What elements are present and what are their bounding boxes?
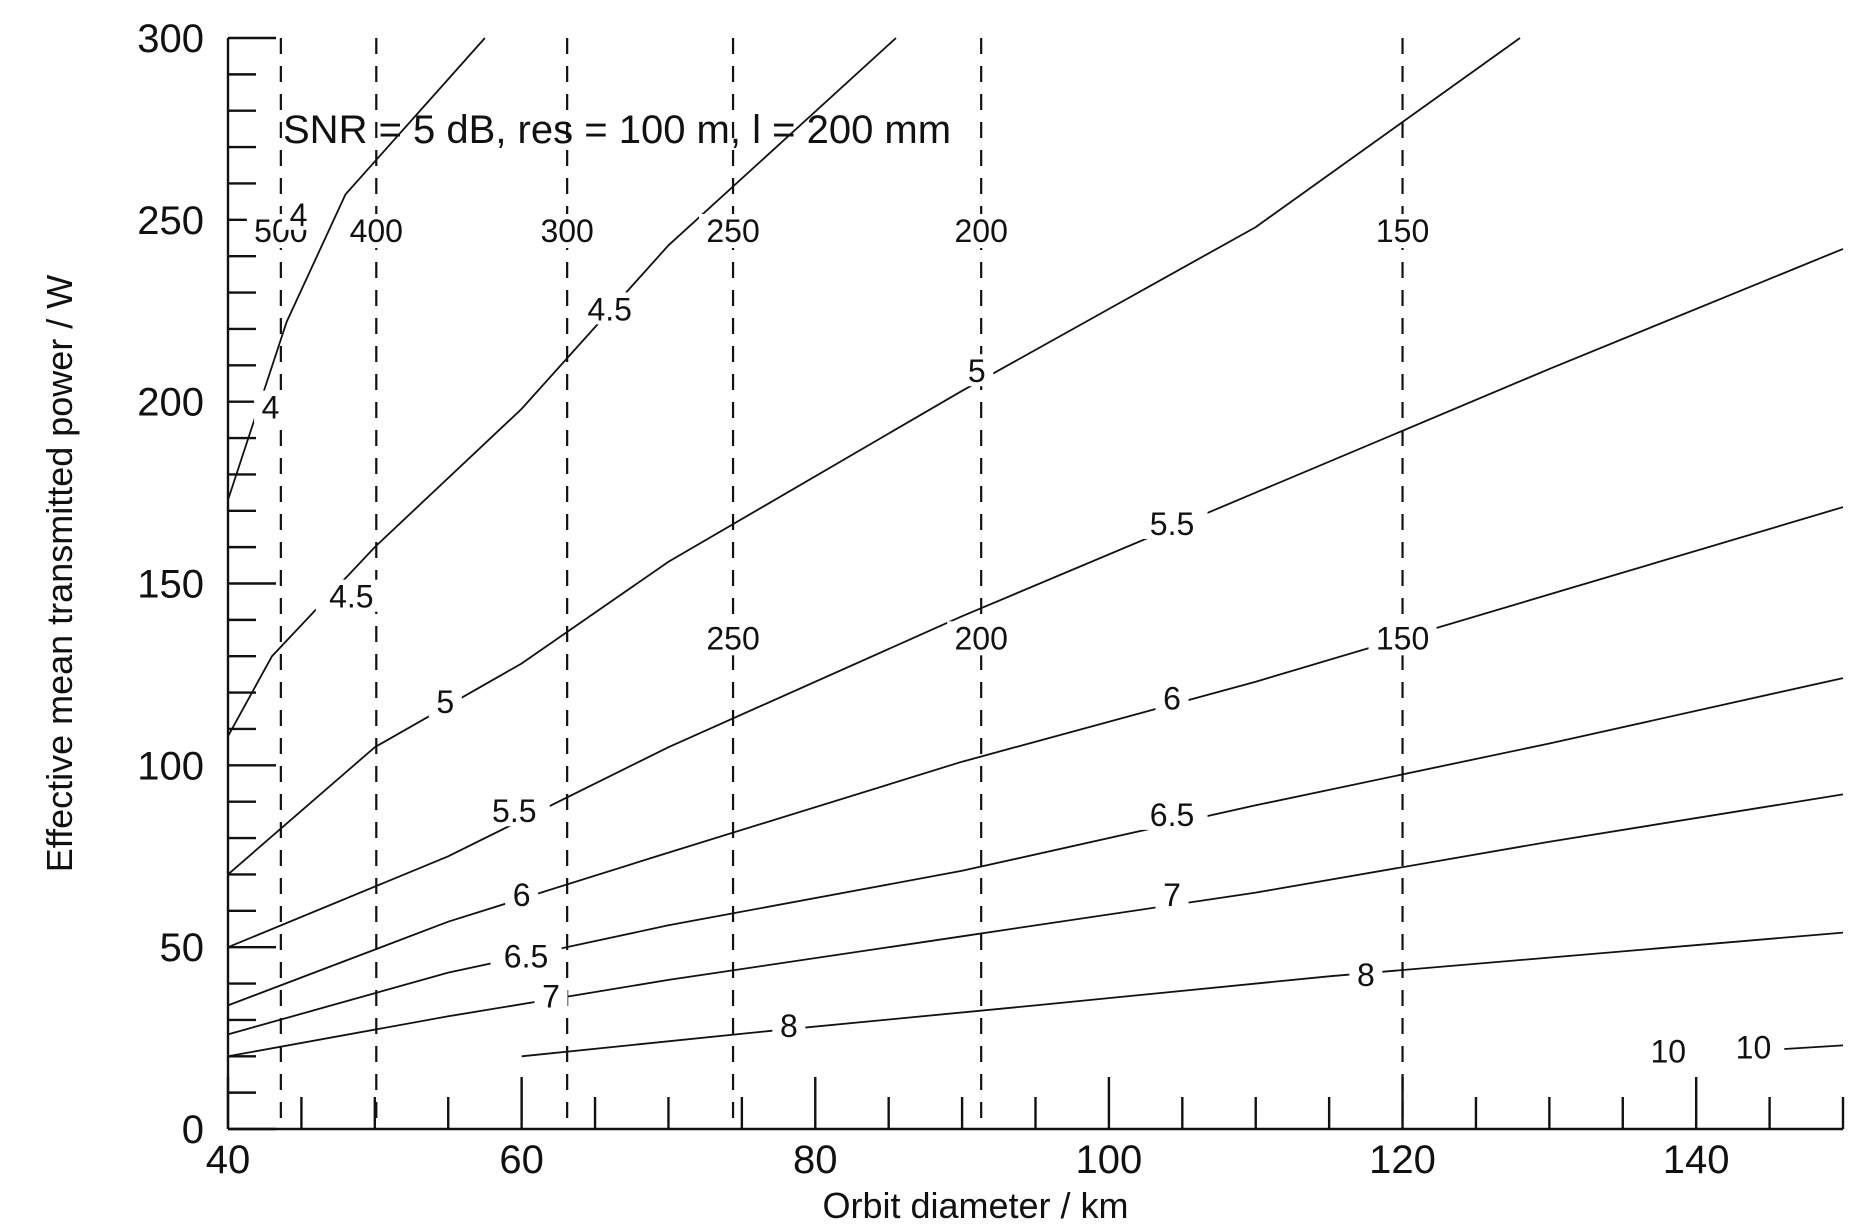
contour-label: 4 <box>290 197 308 233</box>
contour-label: 7 <box>542 979 560 1015</box>
contour-label-bg <box>478 794 550 827</box>
contour-label: 6 <box>1163 681 1181 717</box>
contour-label: 4.5 <box>587 291 631 327</box>
labels: 500 400 300 250250200200150150444.54.5555.5… <box>246 197 1780 1069</box>
contour-line-7 <box>227 793 1844 1058</box>
reference-label-bg <box>699 621 768 656</box>
reference-line-label: 150 <box>1376 213 1429 249</box>
contour-label-bg <box>254 390 288 423</box>
contour-line-6 <box>227 506 1844 1007</box>
y-tick-label: 200 <box>137 381 204 425</box>
contour-label-bg <box>315 579 387 612</box>
x-tick-label: 60 <box>499 1138 544 1182</box>
contour-label: 5 <box>968 353 986 389</box>
contour-label: 10 <box>1650 1033 1686 1069</box>
contour-label: 6.5 <box>1150 797 1194 833</box>
reference-lines <box>279 38 1404 1129</box>
contour-label: 5 <box>436 684 454 720</box>
contour-label-bg <box>960 354 994 387</box>
x-tick-label: 120 <box>1369 1138 1436 1182</box>
contour-label: 5.5 <box>1150 506 1194 542</box>
contour-label-bg <box>281 197 315 230</box>
contour-label: 4 <box>262 390 280 426</box>
reference-line-label: 250 <box>706 620 759 656</box>
contour-label-bg <box>428 685 462 718</box>
contour-label: 8 <box>780 1008 798 1044</box>
reference-line-label: 200 <box>954 620 1007 656</box>
contour-line-5-5 <box>227 248 1844 949</box>
y-tick-label: 0 <box>182 1108 204 1152</box>
x-tick-label: 100 <box>1076 1138 1143 1182</box>
contour-label: 5.5 <box>492 793 536 829</box>
axes: 0 50 100 150 200 250 300 40 60 80 100 120 140 <box>137 17 1845 1182</box>
x-axis-title: Orbit diameter / km <box>822 1185 1128 1226</box>
reference-label-bg <box>699 214 768 249</box>
contour-label-bg <box>1349 957 1383 990</box>
y-tick-label: 300 <box>137 17 204 61</box>
contour-line-6-5 <box>227 677 1844 1036</box>
contour-label: 10 <box>1736 1030 1772 1066</box>
contour-line-5 <box>227 37 1521 876</box>
reference-line-label: 400 <box>350 213 403 249</box>
contour-label: 6 <box>513 877 531 913</box>
contour-label-bg <box>1136 506 1208 539</box>
x-tick-label: 80 <box>793 1138 838 1182</box>
contour-line-8 <box>521 931 1844 1058</box>
reference-label-bg <box>1368 214 1437 249</box>
contour-label: 8 <box>1357 957 1375 993</box>
chart-annotation: SNR = 5 dB, res = 100 m, l = 200 mm <box>283 108 951 152</box>
y-tick-label: 100 <box>137 744 204 788</box>
contour-lines <box>227 37 1844 1058</box>
contour-label-bg <box>1727 1030 1780 1063</box>
reference-label-bg <box>1368 621 1437 656</box>
contour-label-bg <box>1155 877 1189 910</box>
reference-label-bg <box>947 621 1016 656</box>
reference-line-label: 250 <box>706 213 759 249</box>
y-tick-label: 150 <box>137 563 204 607</box>
y-axis-title: Effective mean transmitted power / W <box>39 275 80 873</box>
reference-label-bg <box>947 214 1016 249</box>
contour-label-bg <box>490 939 562 972</box>
contour-line-10 <box>1784 1044 1844 1050</box>
x-tick-label: 40 <box>206 1138 251 1182</box>
contour-label: 7 <box>1163 877 1181 913</box>
reference-line-label: 300 <box>540 213 593 249</box>
y-tick-label: 50 <box>160 926 205 970</box>
reference-label-bg <box>342 214 411 249</box>
contour-label: 6.5 <box>504 939 548 975</box>
contour-label-bg <box>574 292 646 325</box>
reference-line-label: 200 <box>954 213 1007 249</box>
contour-label: 4.5 <box>329 579 373 615</box>
contour-label-bg <box>1136 797 1208 830</box>
contour-label-bg <box>534 979 568 1012</box>
contour-label-bg <box>1642 1034 1695 1067</box>
reference-line-label: 150 <box>1376 620 1429 656</box>
reference-label-bg <box>533 214 602 249</box>
contour-line-4-5 <box>227 37 897 737</box>
contour-label-bg <box>505 877 539 910</box>
y-tick-label: 250 <box>137 199 204 243</box>
x-tick-label: 140 <box>1663 1138 1730 1182</box>
contour-label-bg <box>772 1008 806 1041</box>
contour-label-bg <box>1155 681 1189 714</box>
